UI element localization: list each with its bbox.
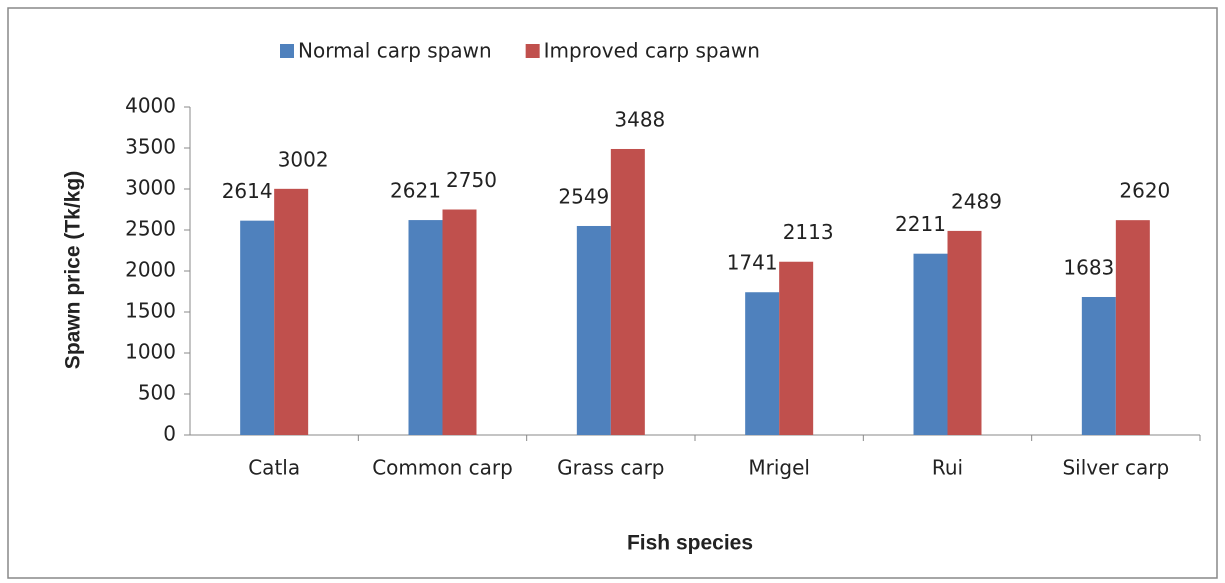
x-tick-label: Silver carp [1062, 456, 1169, 480]
y-tick-label: 0 [163, 422, 176, 446]
legend-swatch [280, 44, 294, 58]
y-tick-label: 1500 [125, 299, 176, 323]
legend-label: Improved carp spawn [544, 39, 760, 63]
bar [745, 292, 780, 435]
bar [576, 225, 611, 435]
data-label: 2621 [390, 179, 441, 203]
legend-swatch [525, 44, 540, 58]
bar [913, 253, 948, 435]
data-label: 2614 [222, 179, 273, 203]
x-tick-label: Rui [932, 456, 963, 480]
data-label: 1741 [727, 251, 778, 275]
bar [610, 148, 645, 435]
bar [408, 220, 443, 435]
data-label: 2211 [895, 212, 946, 236]
data-label: 2549 [558, 184, 609, 208]
data-label: 3488 [614, 107, 665, 131]
y-tick-label: 3000 [125, 176, 176, 200]
data-label: 1683 [1063, 255, 1114, 279]
x-tick-label: Common carp [372, 456, 513, 480]
y-tick-label: 2500 [125, 217, 176, 241]
bar [274, 188, 309, 435]
y-tick-label: 500 [138, 381, 176, 405]
x-tick-label: Catla [248, 456, 300, 480]
data-label: 2620 [1119, 179, 1170, 203]
bar [779, 261, 814, 435]
x-axis-label: Fish species [627, 532, 753, 555]
x-tick-label: Mrigel [748, 456, 810, 480]
bar [240, 220, 275, 435]
y-tick-label: 3500 [125, 135, 176, 159]
data-label: 2113 [783, 220, 834, 244]
bar [1081, 296, 1116, 435]
data-label: 2750 [446, 168, 497, 192]
y-tick-label: 1000 [125, 340, 176, 364]
bar [442, 209, 477, 435]
y-tick-label: 2000 [125, 258, 176, 282]
bar [1115, 220, 1150, 435]
data-label: 2489 [951, 189, 1002, 213]
y-axis-label: Spawn price (Tk/kg) [62, 171, 85, 369]
legend-label: Normal carp spawn [298, 39, 492, 63]
y-tick-label: 4000 [125, 94, 176, 118]
data-label: 3002 [278, 147, 329, 171]
x-tick-label: Grass carp [557, 456, 664, 480]
bar [947, 230, 982, 435]
